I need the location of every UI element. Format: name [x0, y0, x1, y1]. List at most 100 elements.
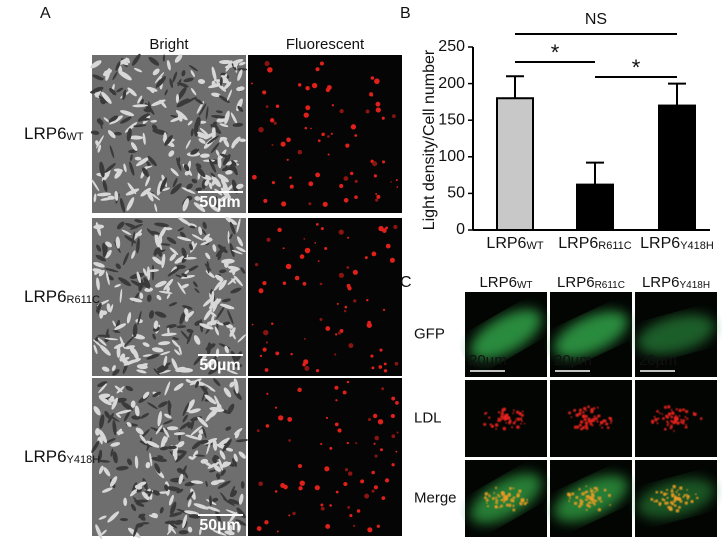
cell-dot: [348, 343, 354, 349]
cell-dot: [327, 153, 330, 156]
cell: [237, 524, 241, 533]
cell: [201, 387, 208, 402]
ldl-dot: [674, 414, 677, 417]
ldl-dot: [512, 504, 515, 508]
cell: [112, 419, 117, 436]
cell: [164, 484, 169, 492]
cell: [208, 469, 216, 473]
ldl-dot: [597, 496, 600, 499]
cell-dot: [391, 463, 395, 467]
cell-dot: [259, 354, 263, 358]
cell-dot: [367, 417, 372, 422]
ldl-dot: [593, 490, 596, 493]
cell: [216, 321, 224, 326]
ldl-dot: [686, 417, 689, 420]
cell: [140, 187, 152, 197]
scale-label: 20µm: [469, 352, 507, 369]
cell-dot: [265, 424, 270, 428]
cell: [102, 179, 108, 193]
cell: [148, 514, 158, 519]
cell-dot: [317, 260, 320, 263]
cell: [186, 183, 193, 190]
cell-dot: [396, 186, 399, 188]
cell: [142, 268, 148, 277]
cell: [191, 234, 204, 241]
ldl-dot: [675, 420, 678, 423]
ldl-dot: [610, 419, 613, 423]
cell: [222, 321, 231, 326]
cell-dot: [304, 247, 311, 254]
ldl-dot: [508, 503, 512, 508]
cell-image: [465, 380, 547, 457]
image-bg: [248, 218, 402, 376]
cell-dot: [262, 347, 267, 352]
cell: [193, 503, 209, 510]
cell: [116, 221, 125, 230]
cell-dot: [343, 197, 349, 203]
cell: [176, 325, 187, 329]
cell-dot: [305, 105, 311, 111]
cell: [129, 297, 143, 303]
cell: [183, 77, 194, 83]
cell: [139, 434, 147, 444]
cell: [146, 353, 160, 360]
cell-dot: [275, 351, 280, 356]
ldl-dot: [609, 504, 611, 506]
ldl-dot: [666, 488, 669, 492]
cell: [231, 249, 243, 255]
cell: [233, 275, 243, 287]
cell: [184, 170, 191, 176]
cell-dot: [271, 181, 275, 185]
cell: [186, 328, 194, 334]
ldl-dot: [606, 426, 610, 430]
cell: [101, 169, 111, 182]
cell: [187, 120, 193, 126]
cell-dot: [346, 441, 350, 445]
ldl-dot: [504, 416, 508, 420]
cell-dot: [371, 251, 377, 257]
cell: [169, 78, 174, 89]
cell: [112, 369, 120, 376]
cell-dot: [360, 479, 365, 484]
ldl-dot: [674, 421, 677, 425]
cell: [234, 429, 240, 439]
row-label: GFP: [414, 325, 445, 342]
cell: [190, 70, 195, 77]
cell: [115, 397, 127, 403]
cell: [116, 345, 121, 358]
cell: [229, 381, 235, 388]
cell: [96, 192, 112, 197]
cell: [151, 457, 168, 462]
cell-dot: [372, 413, 378, 419]
cell: [93, 193, 97, 203]
cell: [98, 465, 104, 475]
cell: [97, 459, 111, 463]
cell-dot: [346, 266, 350, 269]
cell: [219, 462, 232, 468]
cell: [160, 435, 166, 450]
cell: [179, 422, 190, 430]
ldl-dot: [675, 408, 679, 411]
cell-dot: [381, 387, 385, 391]
cell: [234, 378, 239, 394]
cell: [152, 490, 160, 496]
bright-image: [90, 53, 248, 213]
ldl-dot: [585, 409, 588, 412]
ldl-dot: [680, 418, 683, 422]
ldl-dot: [512, 409, 515, 412]
cell: [185, 378, 192, 384]
cell: [136, 369, 147, 374]
cell: [220, 177, 226, 186]
cell: [164, 227, 173, 231]
cell-dot: [338, 229, 344, 235]
cell: [217, 251, 222, 261]
cell: [129, 489, 137, 497]
ldl-dot: [679, 486, 683, 490]
cell: [124, 345, 136, 350]
ldl-dot: [494, 423, 499, 427]
cell: [156, 362, 171, 371]
cell: [166, 426, 179, 431]
ldl-dot: [509, 487, 512, 490]
cell: [169, 247, 179, 255]
ldl-dot: [589, 487, 592, 490]
